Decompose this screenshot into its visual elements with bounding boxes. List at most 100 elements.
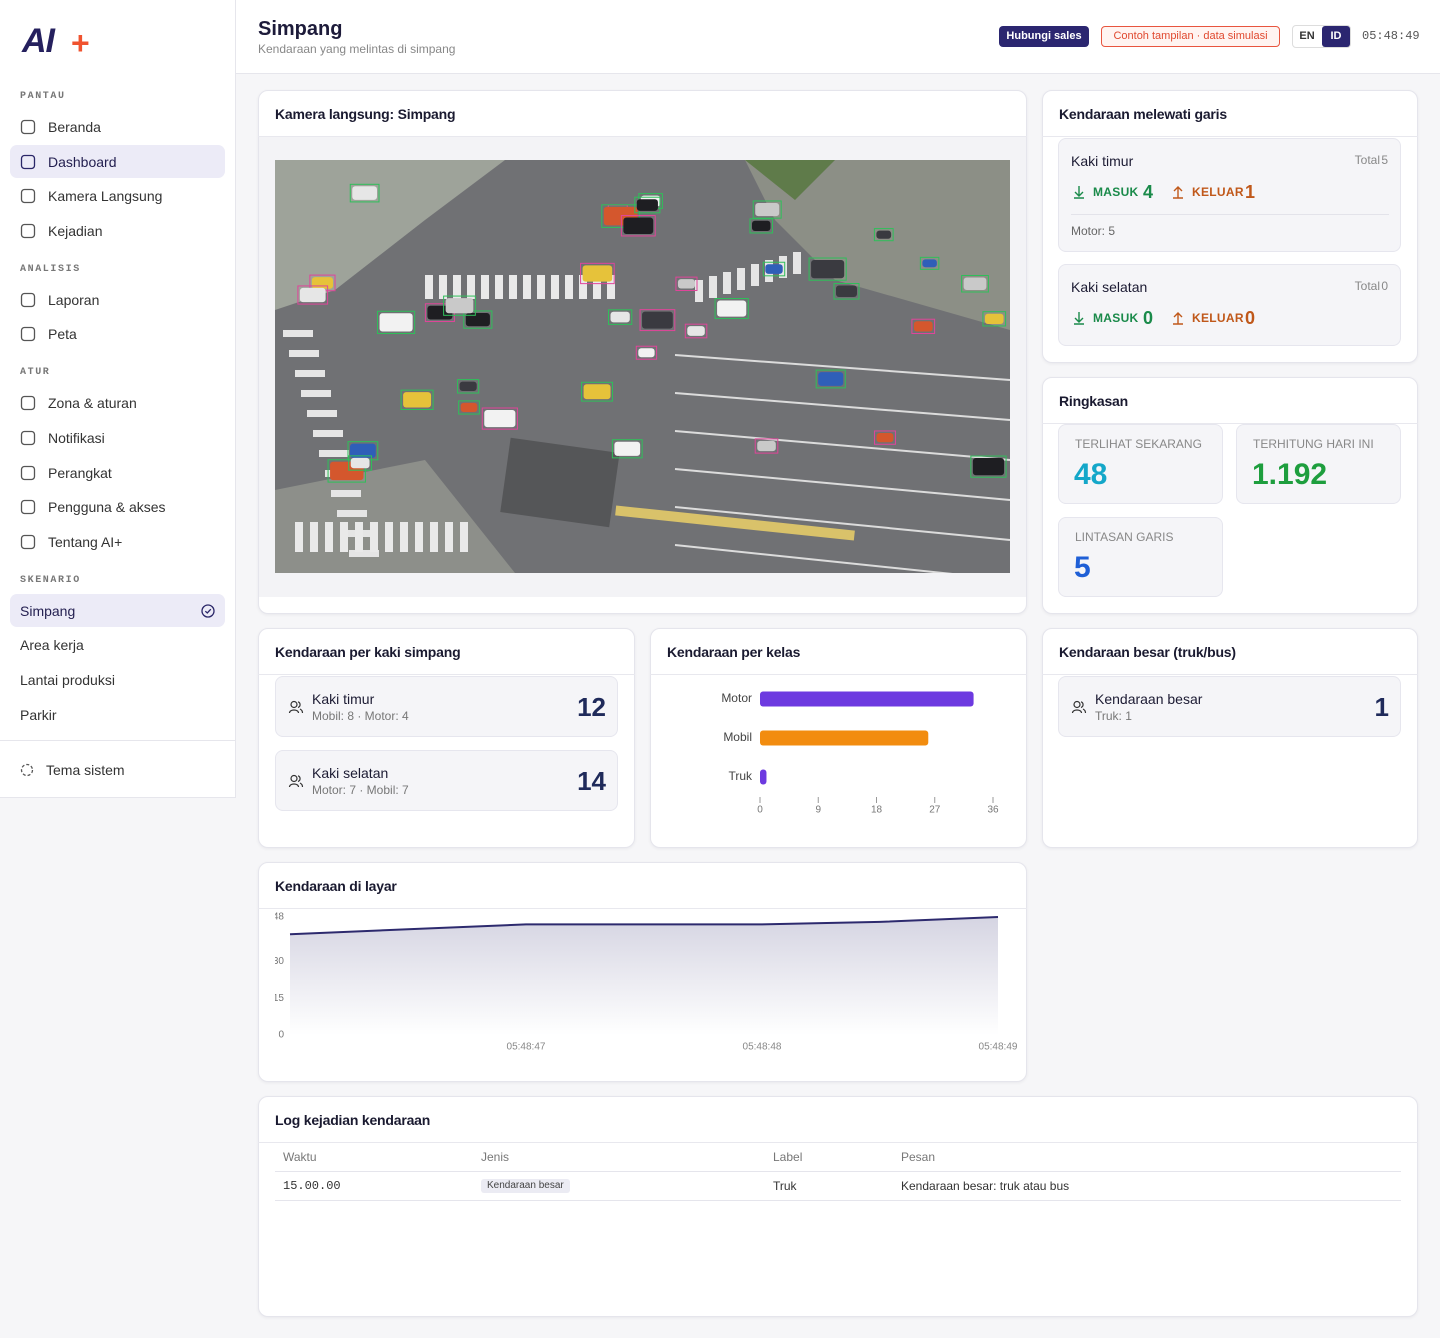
vehicle — [459, 381, 477, 392]
nav-item[interactable] — [10, 456, 225, 489]
crosswalk — [495, 275, 503, 299]
detection-box — [297, 285, 329, 305]
icon-shape — [20, 119, 36, 135]
crosswalk — [723, 272, 731, 294]
crosswalk — [283, 330, 313, 337]
detection-box — [639, 309, 676, 332]
nav-label: Area kerja — [20, 637, 84, 654]
y-tick-label: 0 — [278, 1030, 284, 1041]
language-option[interactable]: ID — [1322, 26, 1350, 47]
nav-item[interactable] — [10, 214, 225, 247]
nav-item[interactable] — [10, 593, 225, 627]
nav-item[interactable] — [10, 110, 225, 143]
vehicle — [352, 186, 378, 200]
crosswalk — [445, 522, 453, 552]
nav-item[interactable] — [10, 144, 225, 178]
nav-icon — [20, 500, 36, 515]
detection-box — [608, 309, 633, 325]
vehicle — [349, 443, 376, 458]
detection-box — [808, 257, 847, 281]
detection-box — [961, 274, 989, 293]
hatch — [615, 505, 855, 541]
count-name: Kendaraan besar — [1095, 691, 1203, 707]
vehicle — [614, 441, 641, 456]
log-card — [258, 1096, 1418, 1317]
vehicle — [460, 402, 478, 413]
vehicle — [311, 277, 334, 289]
nav-item[interactable] — [10, 317, 225, 350]
nav-item[interactable] — [10, 283, 225, 316]
theme-label: Tema sistem — [46, 762, 125, 778]
nav-label: Beranda — [48, 119, 101, 135]
lane-line — [674, 354, 1010, 381]
line-crossing-title: Kendaraan melewati garis — [1059, 106, 1227, 122]
y-tick-label: 48 — [273, 912, 285, 923]
summary-title: Ringkasan — [1059, 393, 1128, 409]
column-header: Waktu — [283, 1149, 317, 1164]
lane-line — [674, 430, 1010, 461]
icon-shape — [1173, 186, 1183, 199]
camera-feed — [275, 160, 1010, 573]
lane-line — [674, 506, 1010, 541]
detection-box — [749, 218, 773, 234]
vehicle — [876, 230, 892, 239]
crosswalk — [607, 275, 615, 299]
nav-label: Lantai produksi — [20, 672, 115, 688]
arrow-icon — [1173, 312, 1183, 325]
icon-shape — [20, 154, 36, 169]
clock: 05:48:49 — [1362, 28, 1420, 43]
sidebar — [0, 0, 236, 798]
legs-card — [258, 628, 635, 848]
vehicle — [835, 285, 857, 298]
large-vehicles-title: Kendaraan besar (truk/bus) — [1059, 644, 1236, 660]
in-value: 4 — [1143, 181, 1154, 202]
vehicle — [465, 312, 490, 327]
area-line — [289, 916, 999, 936]
detection-box — [458, 400, 480, 415]
crosswalk — [370, 522, 378, 552]
card-divider — [1042, 423, 1418, 424]
crosswalk — [313, 430, 343, 437]
column-header: Pesan — [901, 1149, 936, 1164]
nav-label: Perangkat — [48, 464, 112, 481]
detection-box — [911, 318, 936, 335]
nav-label: Notifikasi — [48, 430, 105, 446]
nav-label: Pengguna & akses — [48, 499, 166, 516]
card-divider — [650, 674, 1027, 675]
bar — [760, 769, 767, 785]
icon-shape — [1071, 701, 1087, 714]
detection-box — [634, 196, 661, 214]
detection-box — [580, 262, 615, 285]
table-cell: Kendaraan besar: truk atau bus — [901, 1178, 1070, 1193]
icon-shape — [201, 604, 215, 618]
crosswalk — [355, 522, 363, 552]
crosswalk — [289, 350, 319, 357]
section-label: PANTAU — [20, 91, 66, 102]
vehicle — [299, 287, 326, 303]
icon-shape — [20, 430, 36, 446]
arrow-icon — [1074, 186, 1084, 199]
category-label: Truk — [728, 769, 753, 783]
sales-button[interactable]: Hubungi sales — [999, 26, 1089, 47]
detection-box — [874, 430, 896, 445]
crosswalk — [425, 275, 433, 299]
bar — [760, 730, 929, 746]
language-option[interactable]: EN — [1299, 30, 1315, 42]
vehicle — [751, 220, 771, 231]
vehicle — [636, 199, 658, 211]
icon-shape — [20, 223, 36, 238]
out-value: 0 — [1245, 307, 1256, 328]
vehicle — [610, 311, 630, 323]
nav-icon — [20, 119, 36, 135]
bar — [760, 691, 974, 707]
nav-item[interactable] — [10, 421, 225, 454]
vehicle — [642, 311, 673, 329]
leg-name: Kaki selatan — [1071, 279, 1148, 295]
arrow-icon — [1074, 312, 1084, 325]
crosswalk — [481, 275, 489, 299]
vehicle — [717, 300, 747, 317]
crosswalk — [709, 276, 717, 298]
leg-note: Motor: 5 — [1071, 223, 1116, 238]
count-name: Kaki timur — [312, 691, 375, 707]
leg-box — [1058, 138, 1401, 252]
